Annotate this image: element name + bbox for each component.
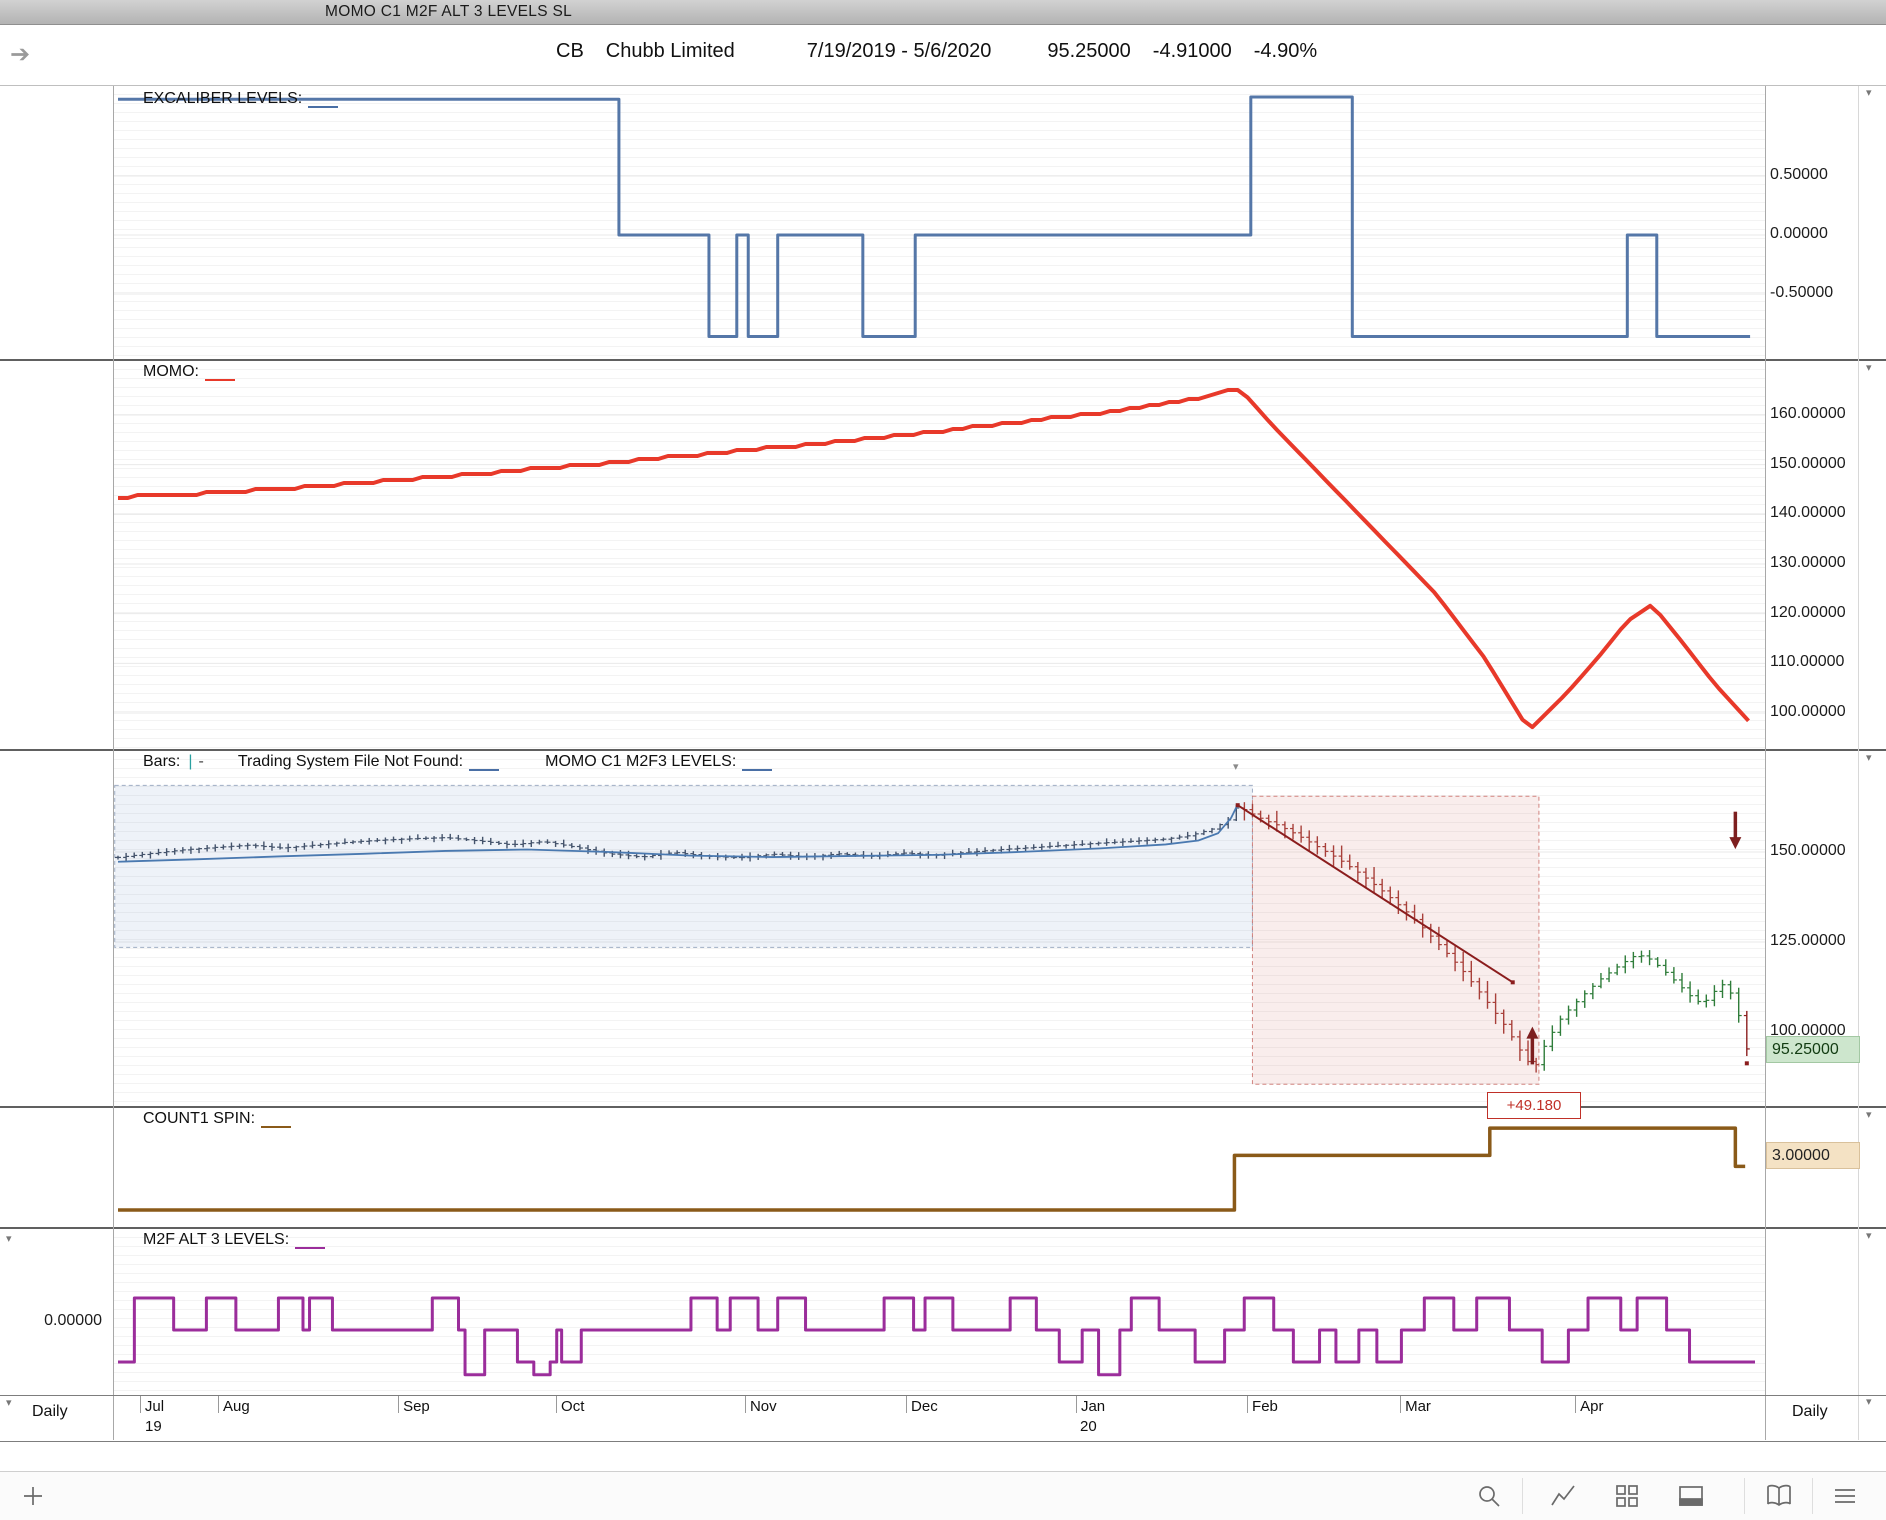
info-bar: ➔ CB Chubb Limited 7/19/2019 - 5/6/2020 …	[0, 25, 1886, 86]
pane-header-m2f: M2F ALT 3 LEVELS:	[143, 1231, 326, 1249]
month-label: Jul	[144, 1398, 165, 1415]
pane-collapse-icon[interactable]	[1866, 88, 1872, 98]
selection-end-marker-icon	[1233, 762, 1239, 772]
month-tick	[556, 1396, 558, 1413]
pane-title: COUNT1 SPIN:	[143, 1110, 256, 1127]
scroll-strip-divider	[1858, 85, 1859, 1440]
month-tick	[744, 1396, 746, 1413]
toolbar-separator	[1522, 1478, 1523, 1514]
axis-tick-label: 100.00000	[1770, 1022, 1846, 1039]
last-price-tag: 95.25000	[1766, 1036, 1860, 1063]
pane-divider[interactable]	[0, 1227, 1886, 1229]
pane-bars	[114, 751, 1765, 1106]
month-tick	[1247, 1396, 1249, 1413]
month-label: Dec	[911, 1398, 938, 1415]
pane-title: M2F ALT 3 LEVELS:	[143, 1231, 290, 1248]
window-title: MOMO C1 M2F ALT 3 LEVELS SL	[325, 3, 573, 20]
system-not-found-label: Trading System File Not Found:	[237, 753, 464, 770]
price-change-pct: -4.90%	[1253, 40, 1318, 62]
forward-arrow-icon[interactable]: ➔	[10, 41, 31, 68]
trade-gain-tag: +49.180	[1487, 1092, 1581, 1119]
instrument-info: CB Chubb Limited 7/19/2019 - 5/6/2020 95…	[556, 40, 1317, 63]
axis-divider	[1765, 85, 1766, 1440]
year-label: 20	[1080, 1418, 1097, 1435]
layout-grid-icon[interactable]	[1612, 1481, 1642, 1511]
edit-cursor: |	[188, 753, 193, 770]
pane-header-excaliber: EXCALIBER LEVELS:	[143, 90, 339, 108]
month-label: Nov	[749, 1398, 777, 1415]
series-underline	[261, 1113, 292, 1128]
month-tick	[1575, 1396, 1577, 1413]
month-label: Sep	[403, 1398, 430, 1415]
toolbar-separator	[1744, 1478, 1745, 1514]
pane-header-momo: MOMO:	[143, 363, 235, 381]
title-bar: MOMO C1 M2F ALT 3 LEVELS SL	[0, 0, 1886, 25]
pane-collapse-icon[interactable]	[6, 1398, 12, 1408]
pane-header-count1: COUNT1 SPIN:	[143, 1110, 292, 1128]
menu-icon[interactable]	[1830, 1481, 1860, 1511]
pane-header-bars: Bars: | - Trading System File Not Found:…	[143, 753, 773, 771]
series-underline	[295, 1234, 326, 1249]
month-tick	[398, 1396, 400, 1413]
month-label: Apr	[1580, 1398, 1604, 1415]
series-underline	[469, 756, 500, 771]
pane-title: MOMO:	[143, 363, 199, 380]
month-tick	[139, 1396, 141, 1413]
month-label: Jan	[1080, 1398, 1106, 1415]
periodicity-left[interactable]: Daily	[32, 1403, 68, 1420]
symbol: CB	[556, 40, 584, 62]
month-tick	[218, 1396, 220, 1413]
pane-title: Bars:	[143, 753, 181, 770]
month-label: Aug	[223, 1398, 250, 1415]
magnifier-icon[interactable]	[1474, 1481, 1504, 1511]
pane-collapse-icon[interactable]	[1866, 1397, 1872, 1407]
toolbar-separator	[1812, 1478, 1813, 1514]
panel-layout-icon[interactable]	[1676, 1481, 1706, 1511]
pane-collapse-icon[interactable]	[1866, 363, 1872, 373]
month-label: Mar	[1405, 1398, 1431, 1415]
chart-tool-icon[interactable]	[1548, 1481, 1578, 1511]
pane-m2f	[114, 1229, 1765, 1395]
series-underline	[308, 93, 339, 108]
pane-divider[interactable]	[0, 1106, 1886, 1108]
last-price: 95.25000	[1047, 40, 1131, 62]
company-name: Chubb Limited	[605, 40, 735, 62]
price-change: -4.91000	[1152, 40, 1232, 62]
pane-collapse-icon[interactable]	[1866, 1110, 1872, 1120]
month-tick	[1075, 1396, 1077, 1413]
pane-momo	[114, 361, 1765, 749]
series-underline	[205, 366, 235, 381]
levels-label: MOMO C1 M2F3 LEVELS:	[545, 753, 737, 770]
month-label: Feb	[1252, 1398, 1278, 1415]
pane-collapse-icon[interactable]	[1866, 753, 1872, 763]
pane-excaliber	[114, 86, 1765, 359]
time-axis[interactable]: 19 20 Jul Aug Sep Oct Nov Dec Jan Feb Mar Apr	[0, 1395, 1886, 1442]
pane-divider[interactable]	[0, 359, 1886, 361]
year-label: 19	[145, 1418, 162, 1435]
pane-title: EXCALIBER LEVELS:	[143, 90, 303, 107]
pane-collapse-icon[interactable]	[1866, 1231, 1872, 1241]
chartbook-icon[interactable]	[1764, 1481, 1794, 1511]
month-tick	[1400, 1396, 1402, 1413]
month-tick	[906, 1396, 908, 1413]
count1-value-tag: 3.00000	[1766, 1142, 1860, 1169]
add-icon[interactable]	[18, 1481, 48, 1511]
left-margin-divider	[113, 85, 114, 1440]
pane-divider[interactable]	[0, 749, 1886, 751]
periodicity-right[interactable]: Daily	[1792, 1403, 1828, 1420]
series-underline	[742, 756, 773, 771]
pane-collapse-icon[interactable]	[6, 1234, 12, 1244]
axis-tick-label: 0.00000	[44, 1312, 102, 1329]
date-range: 7/19/2019 - 5/6/2020	[806, 40, 992, 62]
bars-style-dash: -	[198, 753, 204, 770]
month-label: Oct	[561, 1398, 585, 1415]
bottom-toolbar	[0, 1471, 1886, 1520]
